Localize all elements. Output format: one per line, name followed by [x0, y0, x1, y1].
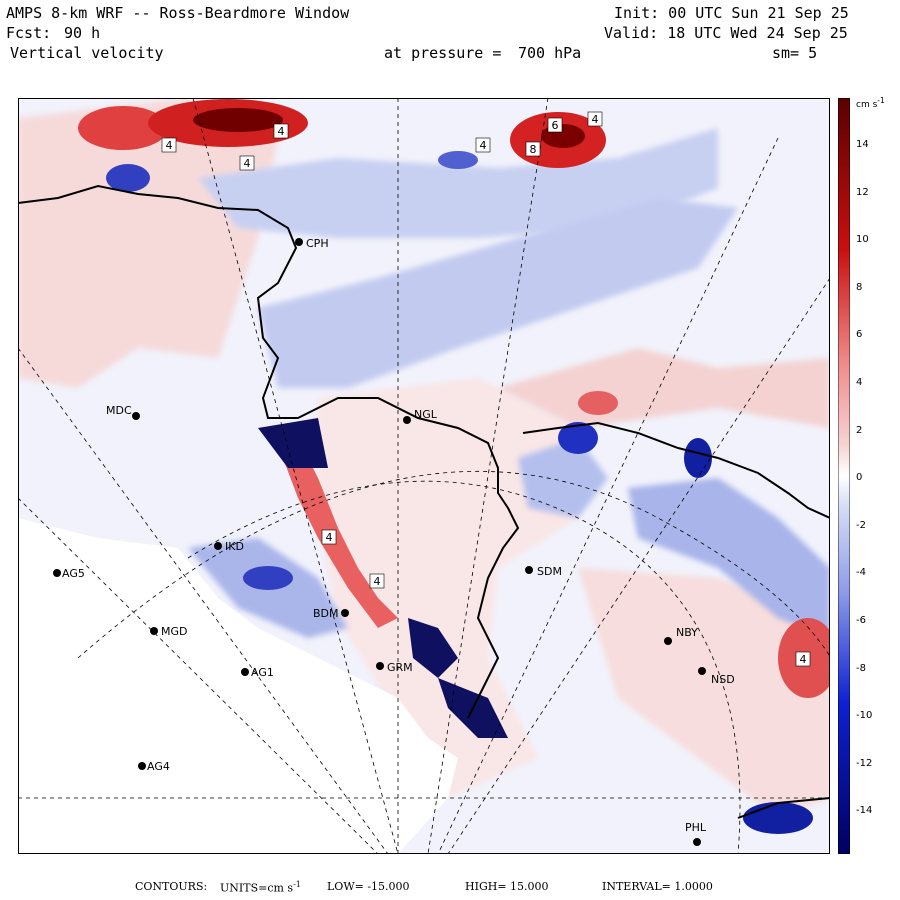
station-phl: PHL	[685, 821, 707, 834]
colorbar-tick: 4	[856, 377, 863, 388]
coastline	[18, 184, 520, 719]
vertical-velocity-map: 4 4 4 4 6 8 4 4 4 4 CPH MDC NGL IKD AG5 …	[18, 98, 830, 854]
colorbar-units: cm s-1	[856, 96, 885, 110]
model-title: AMPS 8-km WRF -- Ross-Beardmore Window	[6, 4, 350, 22]
strong-ascent-ne-core	[541, 124, 585, 148]
colorbar-tick: -2	[856, 519, 866, 531]
pressure-value: 700 hPa	[518, 44, 582, 62]
descent-ne-1	[558, 422, 598, 454]
stations: CPH MDC NGL IKD AG5 SDM MGD BDM GRM AG1 …	[53, 237, 735, 846]
strong-ascent-nw1	[78, 106, 168, 150]
station-marker-sdm	[525, 566, 533, 574]
station-marker-ag1	[241, 668, 249, 676]
strong-descent-n	[438, 151, 478, 169]
contour-label-1: 4	[166, 139, 173, 152]
descent-patch-ross	[518, 438, 608, 518]
colorbar-tick: -8	[856, 662, 866, 674]
descent-se	[743, 802, 813, 834]
contour-label-4: 4	[480, 139, 487, 152]
station-cph: CPH	[306, 237, 329, 250]
graticule	[18, 98, 830, 854]
station-marker-mgd	[150, 627, 158, 635]
ascent-east	[578, 391, 618, 415]
forecast-label: Fcst:	[6, 24, 52, 42]
station-marker-ag4	[138, 762, 146, 770]
contours-interval: INTERVAL= 1.0000	[602, 880, 713, 893]
descent-east-mountains	[628, 478, 830, 638]
colorbar-tick: 2	[856, 424, 863, 436]
colorbar-tick: -14	[856, 805, 873, 817]
contour-label-10: 4	[800, 653, 807, 666]
descent-core-ag	[243, 566, 293, 590]
colorbar-tick: -4	[856, 567, 866, 579]
contour-labels: 4 4 4 4 6 8 4 4 4 4	[161, 111, 811, 667]
contours-units: UNITS=cm s-1	[220, 880, 301, 895]
station-bdm: BDM	[313, 607, 339, 620]
pressure-label: at pressure =	[384, 44, 502, 62]
ascent-ridge-coast	[283, 438, 398, 628]
station-marker-nby	[664, 637, 672, 645]
station-marker-grm	[376, 662, 384, 670]
init-time: Init: 00 UTC Sun 21 Sep 25	[614, 4, 849, 22]
station-grm: GRM	[387, 661, 413, 674]
contour-label-7: 4	[592, 113, 599, 126]
station-marker-bdm	[341, 609, 349, 617]
contour-label-6: 8	[530, 143, 537, 156]
map-frame	[18, 98, 830, 854]
station-marker-ngl	[403, 416, 411, 424]
contour-label-2: 4	[278, 125, 285, 138]
coastline-southeast	[737, 797, 830, 819]
station-nby: NBY	[676, 626, 698, 639]
colorbar-tick: 14	[856, 139, 869, 150]
contours-high: HIGH= 15.000	[465, 880, 549, 893]
colorbar-tick: 6	[856, 329, 863, 341]
station-ikd: IKD	[225, 540, 244, 553]
station-mgd: MGD	[161, 625, 188, 638]
terrain-mask	[18, 518, 458, 854]
station-ag1: AG1	[251, 666, 274, 679]
descent-band-north	[198, 128, 718, 238]
colorbar-tick: -6	[856, 615, 866, 626]
forecast-hours: 90 h	[64, 24, 101, 42]
colorbar-tick: 0	[856, 472, 863, 484]
colorbar	[838, 98, 850, 854]
colorbar-tick: 10	[856, 234, 869, 246]
weak-ascent-southeast	[578, 568, 830, 818]
contour-label-8: 4	[326, 531, 333, 544]
smoothing-value: sm= 5	[772, 44, 818, 62]
station-ngl: NGL	[414, 408, 438, 421]
station-marker-ikd	[214, 542, 222, 550]
colorbar-tick: -10	[856, 710, 873, 722]
field-name: Vertical velocity	[10, 44, 164, 62]
station-ag4: AG4	[147, 760, 170, 773]
strong-ascent-nw-core	[193, 108, 283, 132]
colorbar-tick: 12	[856, 186, 869, 198]
contour-label-5: 6	[552, 119, 559, 132]
contour-label-9: 4	[374, 575, 381, 588]
valid-time: Valid: 18 UTC Wed 24 Sep 25	[604, 24, 848, 42]
station-nsd: NSD	[711, 673, 735, 686]
contours-low: LOW= -15.000	[327, 880, 410, 893]
station-ag5: AG5	[62, 567, 85, 580]
contours-label: CONTOURS:	[135, 880, 208, 893]
station-marker-cph	[295, 238, 303, 246]
transantarctic-noise	[258, 418, 508, 738]
coastline-east	[522, 421, 830, 519]
station-marker-mdc	[132, 412, 140, 420]
station-marker-nsd	[698, 667, 706, 675]
station-mdc: MDC	[106, 404, 132, 417]
strong-descent-nw	[106, 164, 150, 192]
descent-band-diagonal	[258, 198, 738, 388]
station-marker-ag5	[53, 569, 61, 577]
station-sdm: SDM	[537, 565, 562, 578]
colorbar-tick: -12	[856, 757, 873, 769]
contour-label-3: 4	[244, 157, 251, 170]
colorbar-tick: 8	[856, 281, 863, 293]
descent-ne-2	[684, 438, 712, 478]
station-marker-phl	[693, 838, 701, 846]
